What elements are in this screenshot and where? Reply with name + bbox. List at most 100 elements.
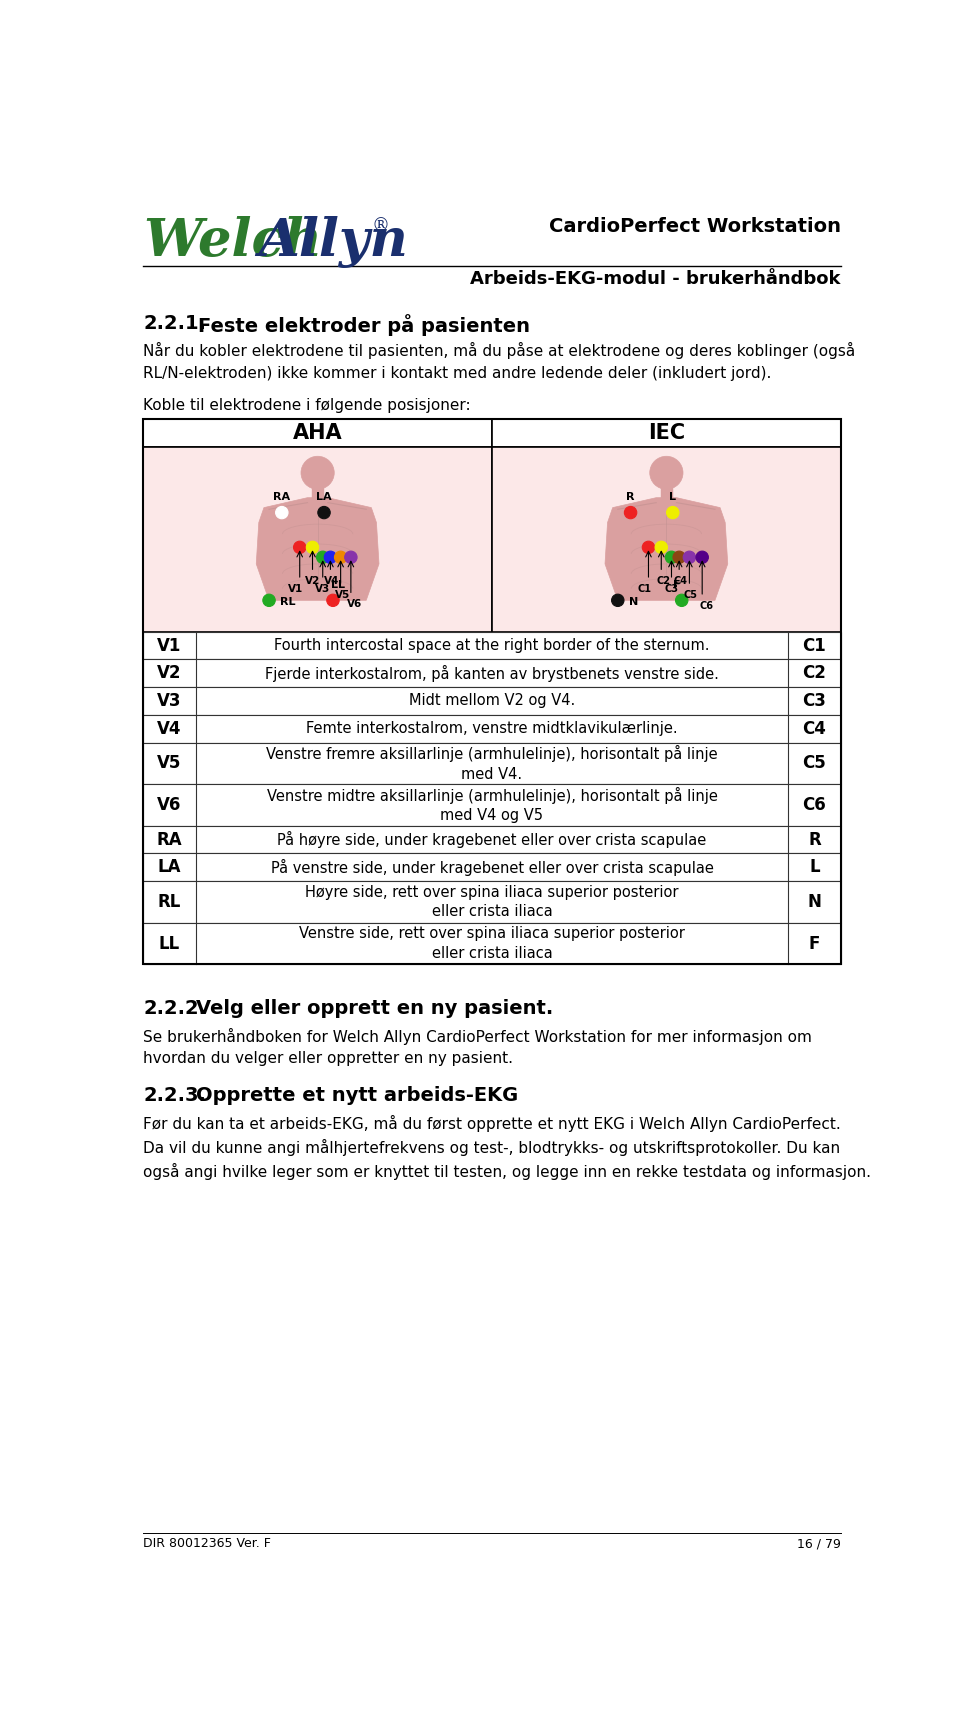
Bar (143, 659, 841, 687)
Bar (143, 854, 841, 881)
Circle shape (684, 552, 696, 564)
Text: Fourth intercostal space at the right border of the sternum.: Fourth intercostal space at the right bo… (275, 638, 709, 652)
Text: V6: V6 (348, 599, 362, 609)
Text: V1: V1 (288, 583, 303, 593)
Text: R: R (808, 831, 821, 848)
Text: På venstre side, under kragebenet eller over crista scapulae: På venstre side, under kragebenet eller … (271, 859, 713, 876)
Text: F: F (808, 935, 820, 953)
Text: R: R (626, 491, 635, 501)
Text: V5: V5 (335, 590, 349, 600)
Text: C6: C6 (803, 796, 827, 814)
Text: V4: V4 (324, 576, 340, 586)
Bar (143, 923, 841, 965)
Text: Venstre side, rett over spina iliaca superior posterior
eller crista iliaca: Venstre side, rett over spina iliaca sup… (300, 926, 684, 961)
Text: V4: V4 (157, 720, 181, 737)
Text: V5: V5 (157, 755, 181, 772)
Bar (143, 881, 841, 923)
Circle shape (624, 507, 636, 519)
Bar (492, 420, 841, 448)
Text: RL: RL (280, 597, 296, 607)
Text: CardioPerfect Workstation: CardioPerfect Workstation (549, 217, 841, 236)
Text: RA: RA (274, 491, 290, 501)
Text: C1: C1 (803, 637, 827, 654)
Bar (312, 486, 324, 498)
Text: RL: RL (157, 894, 181, 911)
Polygon shape (605, 498, 728, 600)
Text: På høyre side, under kragebenet eller over crista scapulae: På høyre side, under kragebenet eller ov… (277, 831, 707, 848)
Circle shape (665, 552, 678, 564)
Circle shape (324, 552, 337, 564)
Bar (143, 420, 841, 965)
Text: AHA: AHA (293, 423, 343, 442)
Text: V3: V3 (157, 692, 181, 710)
Text: 2.2.2.: 2.2.2. (143, 999, 206, 1018)
Circle shape (276, 507, 288, 519)
Circle shape (263, 593, 276, 607)
Text: Arbeids-EKG-modul - brukerhåndbok: Arbeids-EKG-modul - brukerhåndbok (470, 271, 841, 288)
Polygon shape (256, 498, 379, 600)
Text: C2: C2 (657, 576, 671, 586)
Text: Før du kan ta et arbeids-EKG, må du først opprette et nytt EKG i Welch Allyn Car: Før du kan ta et arbeids-EKG, må du førs… (143, 1116, 872, 1180)
Circle shape (650, 456, 683, 489)
Circle shape (334, 552, 347, 564)
Text: ®: ® (372, 217, 390, 236)
Bar (143, 420, 492, 448)
Text: LL: LL (159, 935, 180, 953)
Text: Femte interkostalrom, venstre midtklavikulærlinje.: Femte interkostalrom, venstre midtklavik… (306, 722, 678, 736)
Circle shape (326, 593, 339, 607)
Text: 2.2.1.: 2.2.1. (143, 314, 206, 333)
Text: IEC: IEC (648, 423, 684, 442)
Bar (143, 743, 841, 784)
Bar (143, 632, 841, 659)
Text: V1: V1 (157, 637, 181, 654)
Text: N: N (629, 597, 637, 607)
Text: C3: C3 (803, 692, 827, 710)
Text: 16 / 79: 16 / 79 (797, 1537, 841, 1549)
Text: C4: C4 (674, 576, 687, 586)
Text: C4: C4 (803, 720, 827, 737)
Text: LA: LA (316, 491, 332, 501)
Text: Venstre fremre aksillarlinje (armhulelinje), horisontalt på linje
med V4.: Venstre fremre aksillarlinje (armhulelin… (266, 744, 718, 782)
Bar (143, 448, 492, 632)
Circle shape (294, 541, 306, 553)
Text: C5: C5 (803, 755, 827, 772)
Bar (143, 687, 841, 715)
Text: Midt mellom V2 og V4.: Midt mellom V2 og V4. (409, 694, 575, 708)
Text: Feste elektroder på pasienten: Feste elektroder på pasienten (198, 314, 530, 337)
Text: V2: V2 (305, 576, 320, 586)
Bar (492, 448, 841, 632)
Text: Se brukerhåndboken for Welch Allyn CardioPerfect Workstation for mer informasjon: Se brukerhåndboken for Welch Allyn Cardi… (143, 1029, 812, 1067)
Text: V2: V2 (157, 665, 181, 682)
Text: C3: C3 (664, 583, 679, 593)
Text: DIR 80012365 Ver. F: DIR 80012365 Ver. F (143, 1537, 271, 1549)
Text: V6: V6 (157, 796, 181, 814)
Circle shape (317, 552, 329, 564)
Text: N: N (807, 894, 822, 911)
Bar (143, 715, 841, 743)
Text: C1: C1 (637, 583, 652, 593)
Text: RA: RA (156, 831, 182, 848)
Text: F: F (673, 579, 681, 590)
Circle shape (345, 552, 357, 564)
Text: C6: C6 (699, 600, 713, 611)
Text: L: L (669, 491, 676, 501)
Text: Når du kobler elektrodene til pasienten, må du påse at elektrodene og deres kobl: Når du kobler elektrodene til pasienten,… (143, 342, 855, 380)
Text: L: L (809, 859, 820, 876)
Text: Opprette et nytt arbeids-EKG: Opprette et nytt arbeids-EKG (196, 1086, 518, 1105)
Text: C2: C2 (803, 665, 827, 682)
Circle shape (673, 552, 685, 564)
Circle shape (696, 552, 708, 564)
Text: C5: C5 (684, 590, 698, 600)
Circle shape (306, 541, 319, 553)
Text: 2.2.3.: 2.2.3. (143, 1086, 206, 1105)
Circle shape (318, 507, 330, 519)
Text: Welch: Welch (143, 215, 323, 267)
Circle shape (301, 456, 334, 489)
Text: LL: LL (331, 579, 346, 590)
Text: Koble til elektrodene i følgende posisjoner:: Koble til elektrodene i følgende posisjo… (143, 397, 470, 413)
Text: Høyre side, rett over spina iliaca superior posterior
eller crista iliaca: Høyre side, rett over spina iliaca super… (305, 885, 679, 920)
Text: Allyn: Allyn (258, 215, 408, 267)
Text: V3: V3 (315, 583, 330, 593)
Text: Venstre midtre aksillarlinje (armhulelinje), horisontalt på linje
med V4 og V5: Venstre midtre aksillarlinje (armhulelin… (267, 786, 717, 824)
Text: Velg eller opprett en ny pasient.: Velg eller opprett en ny pasient. (196, 999, 553, 1018)
